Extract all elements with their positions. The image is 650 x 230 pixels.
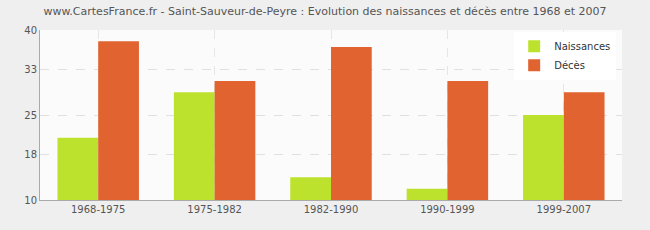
svg-text:Décès: Décès [554, 60, 585, 71]
svg-text:1975-1982: 1975-1982 [187, 204, 242, 215]
svg-text:1968-1975: 1968-1975 [71, 204, 126, 215]
svg-text:1990-1999: 1990-1999 [420, 204, 475, 215]
svg-text:1999-2007: 1999-2007 [537, 204, 592, 215]
svg-text:18: 18 [24, 149, 37, 160]
svg-text:1982-1990: 1982-1990 [304, 204, 359, 215]
svg-text:10: 10 [24, 195, 37, 206]
svg-text:33: 33 [24, 64, 37, 75]
svg-text:40: 40 [24, 25, 37, 36]
svg-text:Naissances: Naissances [554, 41, 610, 52]
svg-text:www.CartesFrance.fr - Saint-Sa: www.CartesFrance.fr - Saint-Sauveur-de-P… [43, 5, 606, 18]
svg-text:25: 25 [24, 110, 37, 121]
